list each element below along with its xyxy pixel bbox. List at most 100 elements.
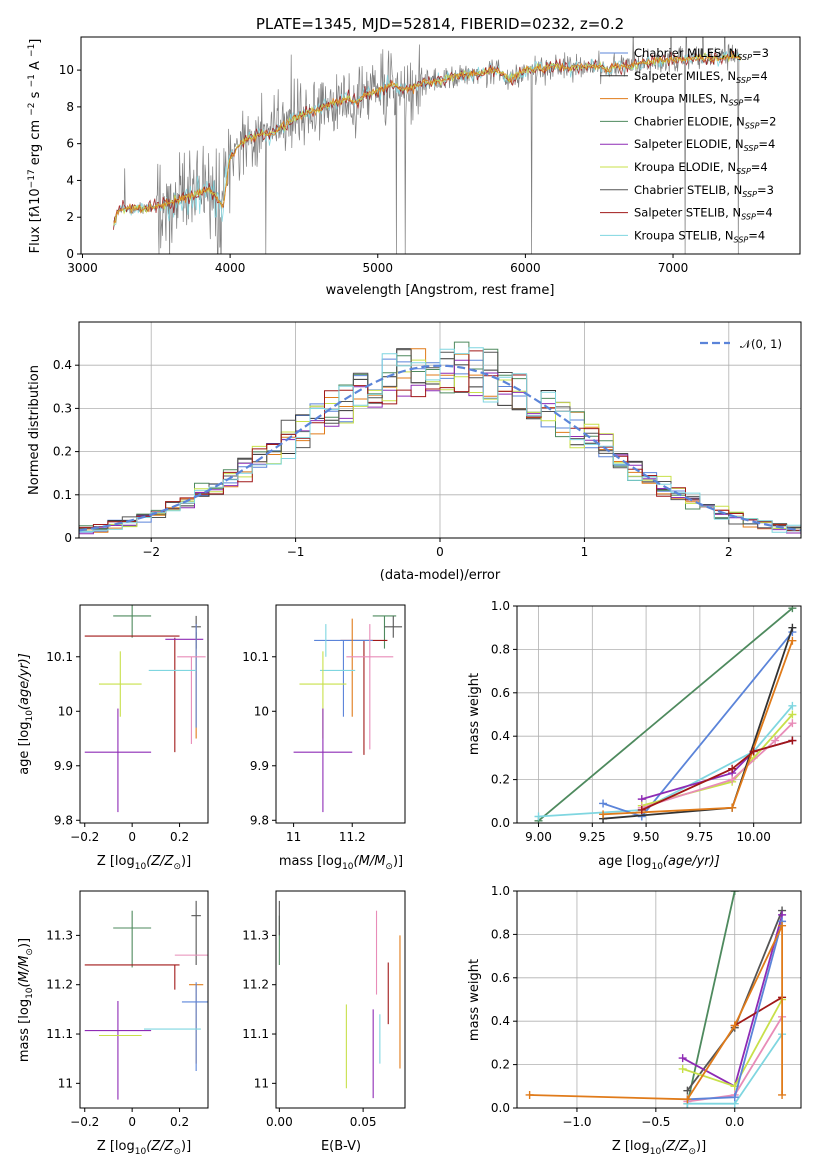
y-tick-label: 9.8 bbox=[54, 813, 73, 827]
x-label-part: )] bbox=[181, 854, 191, 869]
legend-name: Chabrier STELIB, N bbox=[634, 183, 742, 197]
x-tick-label: 0 bbox=[128, 830, 136, 844]
legend-val: =4 bbox=[751, 160, 768, 174]
y-tick-label: 0.4 bbox=[491, 1014, 510, 1028]
x-axis-label: Z [log10(Z/Z⊙)] bbox=[97, 854, 191, 872]
error-point bbox=[98, 651, 142, 717]
y-tick-label: 1.0 bbox=[491, 884, 510, 898]
error-point bbox=[177, 656, 206, 744]
x-tick-label: 6000 bbox=[510, 261, 541, 275]
x-label-part: ⊙ bbox=[688, 1147, 696, 1157]
x-tick-label: −1.0 bbox=[562, 1115, 591, 1129]
x-tick-label: 0.0 bbox=[725, 1115, 744, 1129]
axes-frame bbox=[79, 604, 209, 824]
x-label-part: (Z/Z bbox=[661, 1139, 689, 1154]
axes-frame bbox=[80, 36, 801, 255]
plot-area bbox=[293, 615, 403, 813]
axes-frame bbox=[516, 605, 802, 824]
model-spectrum-kroupa-miles bbox=[113, 49, 741, 224]
legend-sub: SSP bbox=[729, 99, 744, 108]
legend-val: =4 bbox=[743, 92, 760, 106]
x-label-part: (Z/Z bbox=[146, 854, 174, 869]
data-point bbox=[778, 921, 787, 930]
y-label-part: −17 bbox=[27, 169, 37, 188]
series bbox=[678, 995, 787, 1091]
ebv-mass-panel: 0.00 0.05 11 11.1 11.2 11.3 E(B-V) bbox=[242, 890, 406, 1154]
y-label-part: ⊙ bbox=[25, 948, 35, 956]
y-label-part: −1 bbox=[27, 44, 37, 57]
legend-entry: Chabrier STELIB, NSSP=3 bbox=[634, 183, 774, 199]
y-tick-label: 0.2 bbox=[53, 445, 72, 459]
data-point bbox=[788, 710, 797, 719]
series-line bbox=[537, 607, 793, 822]
y-tick-label: 0.8 bbox=[491, 927, 510, 941]
legend-sub: SSP bbox=[734, 235, 749, 244]
x-label-part: ⊙ bbox=[173, 1147, 181, 1157]
x-axis-label: Z [log10(Z/Z⊙)] bbox=[97, 1139, 191, 1157]
data-point bbox=[749, 747, 758, 756]
y-tick-label: 11.3 bbox=[46, 928, 73, 942]
legend-val: =3 bbox=[752, 46, 769, 60]
y-label-part: 10 bbox=[28, 188, 43, 205]
histogram-kroupa-elodie bbox=[79, 359, 801, 532]
legend-name: Chabrier ELODIE, N bbox=[634, 114, 745, 128]
x-tick-label: −0.2 bbox=[70, 1115, 99, 1129]
y-tick-label: 11.1 bbox=[46, 1027, 73, 1041]
y-label-part: ] bbox=[28, 39, 43, 44]
data-point bbox=[788, 623, 797, 632]
legend-name: Kroupa STELIB, N bbox=[634, 228, 734, 242]
y-axis-label: mass weight bbox=[467, 673, 482, 755]
y-tick-label: 11.3 bbox=[242, 928, 269, 942]
y-tick-label: 0.6 bbox=[491, 686, 510, 700]
x-label-part: ⊙ bbox=[173, 862, 181, 872]
y-tick-label: 11 bbox=[254, 1076, 269, 1090]
plot-area bbox=[525, 891, 787, 1108]
series bbox=[599, 636, 797, 819]
y-tick-label: 1.0 bbox=[491, 599, 510, 613]
axes-frame bbox=[275, 890, 406, 1109]
y-tick-label: 0.4 bbox=[491, 729, 510, 743]
data-point bbox=[730, 891, 739, 895]
data-point bbox=[728, 803, 737, 812]
axes-frame bbox=[516, 890, 802, 1109]
x-label-part: age [log bbox=[598, 854, 651, 869]
x-label-part: 10 bbox=[342, 862, 354, 872]
data-point bbox=[728, 764, 737, 773]
legend-entry: Chabrier ELODIE, NSSP=2 bbox=[634, 114, 776, 130]
y-tick-label: 2 bbox=[66, 210, 74, 224]
x-tick-label: 10.00 bbox=[736, 830, 770, 844]
y-tick-label: 0.2 bbox=[491, 773, 510, 787]
series bbox=[534, 701, 797, 821]
x-label-part: (age/yr)] bbox=[663, 854, 720, 869]
data-point bbox=[778, 1090, 787, 1099]
legend-entry: Kroupa MILES, NSSP=4 bbox=[634, 92, 760, 108]
legend-name: Salpeter MILES, N bbox=[634, 69, 736, 83]
x-tick-label: 0.05 bbox=[350, 1115, 377, 1129]
y-tick-label: 0.0 bbox=[491, 816, 510, 830]
y-tick-label: 10 bbox=[254, 704, 269, 718]
x-tick-label: 9.50 bbox=[633, 830, 660, 844]
y-tick-label: 0 bbox=[64, 531, 72, 545]
legend-name: Kroupa MILES, N bbox=[634, 92, 729, 106]
legend-entry: Salpeter STELIB, NSSP=4 bbox=[634, 206, 773, 222]
plot-area bbox=[113, 37, 741, 254]
legend-sub: SSP bbox=[736, 76, 751, 85]
axes-frame bbox=[78, 321, 802, 539]
data-point bbox=[525, 1090, 534, 1099]
y-label-part: mass [log bbox=[17, 999, 32, 1062]
x-tick-label: 0.00 bbox=[266, 1115, 293, 1129]
y-tick-label: 11.1 bbox=[242, 1027, 269, 1041]
x-tick-label: 1 bbox=[581, 545, 589, 559]
x-label-part: (Z/Z bbox=[146, 1139, 174, 1154]
y-axis-label: mass weight bbox=[467, 959, 482, 1041]
y-tick-label: 10 bbox=[59, 63, 74, 77]
data-point bbox=[788, 719, 797, 728]
y-tick-label: 9.9 bbox=[54, 759, 73, 773]
normal-curve bbox=[79, 364, 801, 532]
x-label-part: Z [log bbox=[97, 1139, 135, 1154]
x-label-part: mass [log bbox=[279, 854, 342, 869]
data-point bbox=[771, 736, 780, 745]
